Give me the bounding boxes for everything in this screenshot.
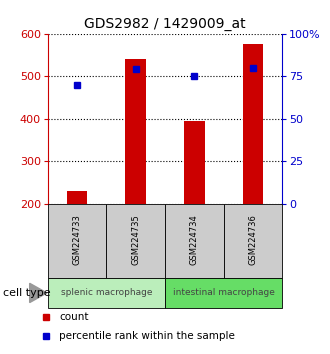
Text: GSM224733: GSM224733 xyxy=(73,214,82,265)
Bar xyxy=(184,121,205,204)
Bar xyxy=(67,191,87,204)
Text: GSM224736: GSM224736 xyxy=(248,214,257,265)
Bar xyxy=(106,204,165,278)
Text: intestinal macrophage: intestinal macrophage xyxy=(173,289,275,297)
Text: cell type: cell type xyxy=(3,288,51,298)
Bar xyxy=(48,204,106,278)
Text: count: count xyxy=(59,312,89,322)
Bar xyxy=(165,204,224,278)
Bar xyxy=(243,44,263,204)
Bar xyxy=(165,278,282,308)
Bar xyxy=(125,59,146,204)
Polygon shape xyxy=(30,283,47,303)
Text: GSM224734: GSM224734 xyxy=(190,214,199,264)
Text: splenic macrophage: splenic macrophage xyxy=(61,289,152,297)
Text: GSM224735: GSM224735 xyxy=(131,214,140,264)
Text: percentile rank within the sample: percentile rank within the sample xyxy=(59,331,235,341)
Title: GDS2982 / 1429009_at: GDS2982 / 1429009_at xyxy=(84,17,246,31)
Bar xyxy=(48,278,165,308)
Bar xyxy=(224,204,282,278)
